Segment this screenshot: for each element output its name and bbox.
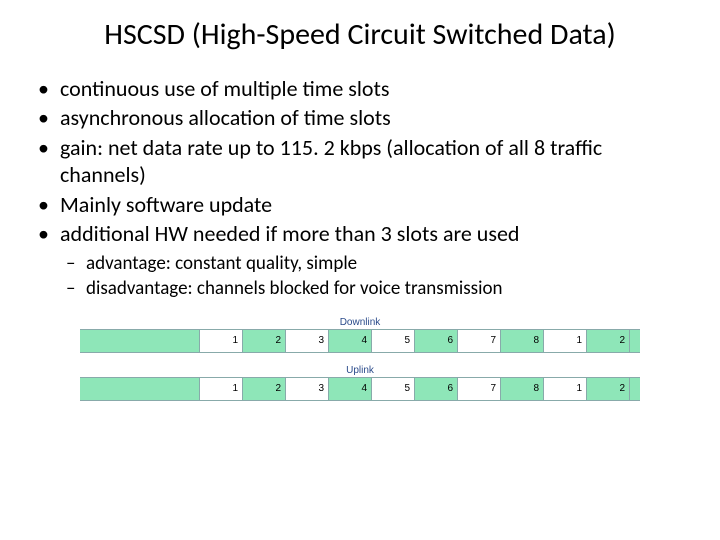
- slot-cell: 6: [415, 330, 458, 352]
- slot-cell: 3: [286, 330, 329, 352]
- sub-bullet-item: advantage: constant quality, simple: [86, 252, 690, 277]
- slot-cell: 5: [372, 330, 415, 352]
- timeslot-diagram: Downlink 1 2 3 4 5 6 7 8 1 2 Uplink 1 2 …: [30, 303, 690, 401]
- slot-cell: 8: [501, 378, 544, 400]
- bullet-item: gain: net data rate up to 115. 2 kbps (a…: [60, 134, 690, 189]
- slot-cell: 6: [415, 378, 458, 400]
- slot-cell: 7: [458, 330, 501, 352]
- downlink-strip: 1 2 3 4 5 6 7 8 1 2: [80, 329, 640, 353]
- slot-cell: 3: [286, 378, 329, 400]
- strip-lead: [80, 378, 200, 400]
- slot-cell: 1: [200, 330, 243, 352]
- strip-tail: [630, 330, 640, 352]
- downlink-label: Downlink: [80, 317, 640, 328]
- bullet-item: additional HW needed if more than 3 slot…: [60, 220, 690, 248]
- slot-cell: 1: [544, 378, 587, 400]
- slot-cell: 4: [329, 378, 372, 400]
- slot-cell: 2: [243, 378, 286, 400]
- bullet-item: continuous use of multiple time slots: [60, 75, 690, 103]
- slot-cell: 2: [587, 330, 630, 352]
- slot-cell: 4: [329, 330, 372, 352]
- uplink-strip: 1 2 3 4 5 6 7 8 1 2: [80, 377, 640, 401]
- slot-cell: 7: [458, 378, 501, 400]
- strip-tail: [630, 378, 640, 400]
- slot-cell: 2: [587, 378, 630, 400]
- bullet-list: continuous use of multiple time slots as…: [30, 75, 690, 302]
- slide-title: HSCSD (High-Speed Circuit Switched Data): [30, 18, 690, 53]
- bullet-item: asynchronous allocation of time slots: [60, 104, 690, 132]
- slot-cell: 1: [544, 330, 587, 352]
- bullet-item: Mainly software update: [60, 191, 690, 219]
- slot-cell: 2: [243, 330, 286, 352]
- uplink-label: Uplink: [80, 365, 640, 376]
- slot-cell: 5: [372, 378, 415, 400]
- sub-bullet-item: disadvantage: channels blocked for voice…: [86, 277, 690, 302]
- strip-lead: [80, 330, 200, 352]
- slot-cell: 1: [200, 378, 243, 400]
- slot-cell: 8: [501, 330, 544, 352]
- sub-bullet-list: advantage: constant quality, simple disa…: [60, 252, 690, 302]
